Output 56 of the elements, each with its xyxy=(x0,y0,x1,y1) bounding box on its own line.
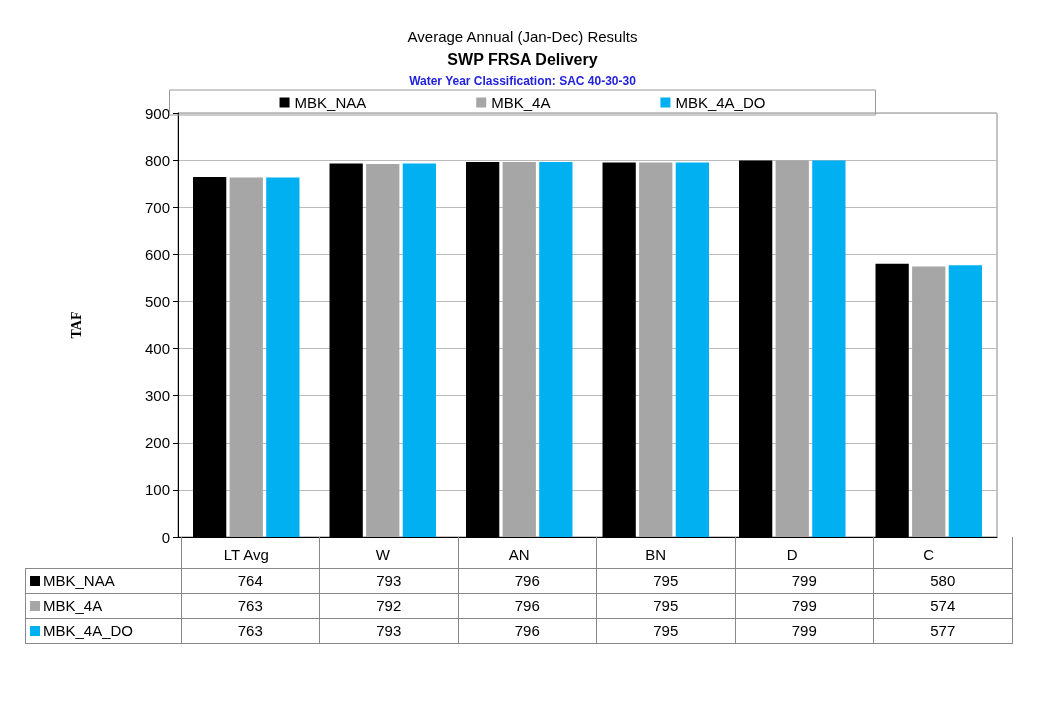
data-label: 577 xyxy=(873,618,1012,643)
data-label: 795 xyxy=(596,618,735,643)
y-tick-label: 500 xyxy=(144,292,170,310)
bar xyxy=(366,163,400,537)
x-tick-label: D xyxy=(786,546,798,563)
y-tick-label: 700 xyxy=(144,198,170,216)
text: MBK_4A_DO xyxy=(43,622,134,639)
y-tick-label: 200 xyxy=(144,434,170,452)
chart-subtitle: SWP FRSA Delivery xyxy=(447,50,598,68)
bar xyxy=(229,177,263,537)
data-label: 793 xyxy=(319,568,458,593)
x-tick-label: C xyxy=(923,546,935,563)
legend-label: MBK_4A_DO xyxy=(675,94,766,111)
bar xyxy=(775,160,809,537)
bar xyxy=(402,163,436,537)
bar xyxy=(912,266,946,537)
data-label: 799 xyxy=(735,618,874,643)
x-tick-label: BN xyxy=(645,546,667,563)
bar xyxy=(502,162,536,537)
data-label: 792 xyxy=(319,593,458,618)
x-tick-label: W xyxy=(375,546,391,563)
y-tick-label: 100 xyxy=(144,481,170,499)
data-label: 795 xyxy=(596,593,735,618)
y-tick-label: 800 xyxy=(144,151,170,169)
text: Water Year Classification: SAC 40-30-30 xyxy=(409,74,637,88)
data-label: 799 xyxy=(735,593,874,618)
data-label: 796 xyxy=(458,618,597,643)
bar xyxy=(812,160,846,537)
data-label: 793 xyxy=(319,618,458,643)
data-label: 796 xyxy=(458,593,597,618)
y-tick-label: 600 xyxy=(144,245,170,263)
y-tick-label: 900 xyxy=(144,104,170,122)
y-tick-label: 400 xyxy=(144,340,170,358)
data-label: 763 xyxy=(181,618,320,643)
text: MBK_4A xyxy=(43,597,103,614)
data-label: 796 xyxy=(458,568,597,593)
x-tick-label: LT Avg xyxy=(223,546,269,563)
data-label: 580 xyxy=(873,568,1012,593)
y-tick-label: 300 xyxy=(144,387,170,405)
bar xyxy=(539,162,573,537)
bar xyxy=(639,162,673,537)
data-label: 763 xyxy=(181,593,320,618)
y-tick-label: 0 xyxy=(161,528,170,546)
bar xyxy=(675,162,709,537)
y-axis-title: TAF xyxy=(68,311,84,339)
data-label: 574 xyxy=(873,593,1012,618)
chart-title: Average Annual (Jan-Dec) Results xyxy=(407,28,638,45)
legend-label: MBK_NAA xyxy=(294,94,367,111)
text: MBK_NAA xyxy=(43,572,115,589)
legend-label: MBK_4A xyxy=(491,94,551,111)
bar xyxy=(948,265,982,537)
x-tick-label: AN xyxy=(508,546,530,563)
data-label: 795 xyxy=(596,568,735,593)
data-label: 799 xyxy=(735,568,874,593)
bar xyxy=(266,177,300,537)
data-label: 764 xyxy=(181,568,320,593)
